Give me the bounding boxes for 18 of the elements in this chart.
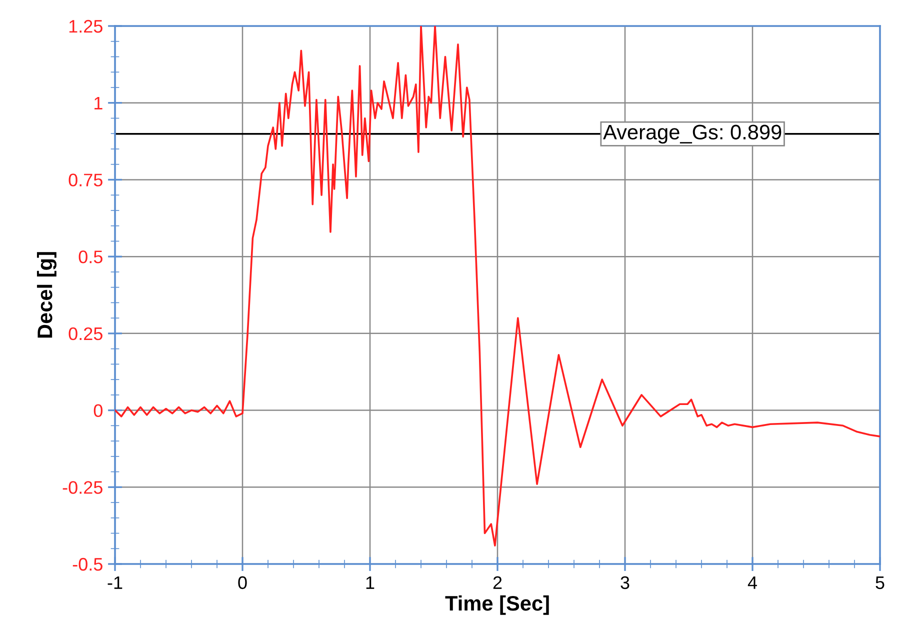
x-tick-label: 0 xyxy=(238,576,247,590)
y-tick-label: 1.25 xyxy=(69,20,102,33)
y-tick-label: 0.25 xyxy=(68,327,102,340)
ref-line-label: Average_Gs: 0.899 xyxy=(603,124,782,144)
x-tick-label: 3 xyxy=(620,576,630,590)
y-tick-label: 1 xyxy=(94,96,102,110)
y-axis-title: Decel [g] xyxy=(36,252,56,338)
x-tick-label: -1 xyxy=(108,576,122,589)
x-tick-label: 1 xyxy=(366,576,374,589)
x-tick-label: 4 xyxy=(748,576,757,589)
x-axis-title: Time [Sec] xyxy=(445,595,549,615)
y-tick-label: 0 xyxy=(94,404,102,418)
y-tick-label: -0.25 xyxy=(62,481,102,494)
y-tick-label: -0.5 xyxy=(72,558,102,571)
y-tick-label: 0.75 xyxy=(68,174,102,186)
y-tick-label: 0.5 xyxy=(78,250,102,264)
x-tick-label: 2 xyxy=(493,576,502,589)
x-tick-label: 5 xyxy=(876,576,884,590)
